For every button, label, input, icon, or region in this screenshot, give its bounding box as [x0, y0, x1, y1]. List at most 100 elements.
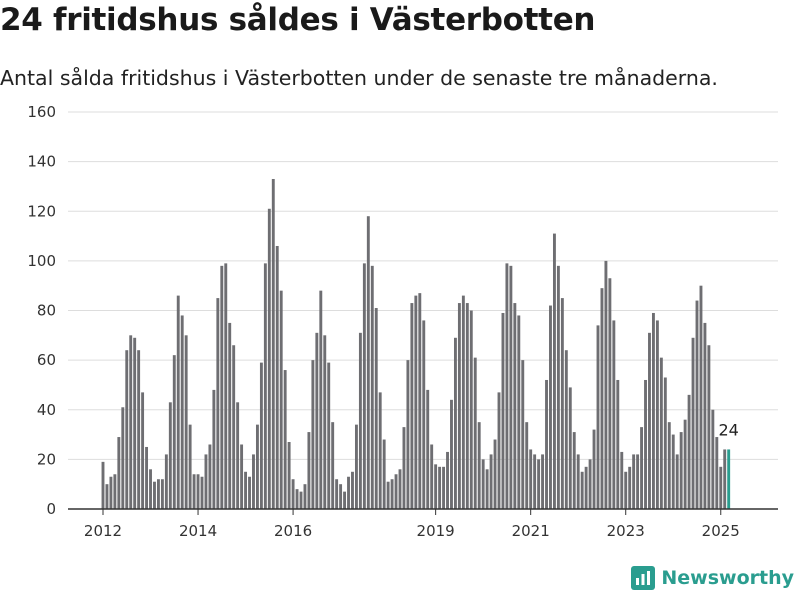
bar: [655, 320, 659, 509]
bar: [109, 476, 113, 509]
y-tick-label: 140: [27, 153, 56, 171]
bar: [129, 335, 133, 509]
bar: [549, 305, 552, 509]
bar: [414, 295, 418, 509]
bar: [224, 263, 228, 509]
bar: [204, 454, 208, 509]
y-tick-label: 80: [37, 302, 56, 320]
bar: [438, 466, 442, 509]
bar: [255, 424, 259, 509]
bar: [208, 444, 212, 509]
bar: [521, 360, 525, 509]
bar: [410, 303, 414, 509]
bar: [715, 437, 719, 509]
bar: [283, 370, 287, 509]
bar: [137, 350, 141, 509]
bar: [382, 439, 386, 509]
bar: [505, 263, 509, 509]
bar: [291, 479, 295, 509]
bar: [517, 315, 521, 509]
bar: [275, 245, 279, 510]
bar: [723, 449, 727, 509]
bar: [624, 471, 628, 509]
bar: [703, 322, 707, 509]
bar: [172, 355, 176, 509]
bar: [236, 402, 240, 509]
bar: [220, 265, 224, 509]
bar: [343, 491, 347, 509]
bar: [663, 377, 667, 509]
bar: [636, 454, 640, 509]
x-tick-label: 2016: [274, 522, 312, 540]
bar: [160, 479, 164, 509]
bar: [406, 360, 410, 509]
bar: [319, 290, 323, 509]
bar: [477, 422, 481, 509]
bar: [141, 392, 145, 509]
bar: [667, 422, 671, 509]
bar: [434, 464, 438, 509]
bar: [362, 263, 366, 509]
y-tick-label: 120: [27, 202, 56, 220]
x-tick-label: 2019: [417, 522, 455, 540]
bar: [620, 451, 624, 509]
y-tick-label: 0: [46, 500, 56, 518]
highlight-value-label: 24: [719, 420, 739, 439]
bar: [640, 427, 644, 509]
bar: [493, 439, 497, 509]
y-tick-label: 20: [37, 450, 56, 468]
bar: [450, 399, 453, 509]
bar: [691, 337, 695, 509]
bar: [200, 476, 204, 509]
y-tick-label: 40: [37, 401, 56, 419]
bar: [422, 320, 426, 509]
bar: [232, 345, 236, 509]
bar: [351, 471, 354, 509]
bar: [612, 320, 616, 509]
bar: [374, 308, 378, 509]
bar: [552, 233, 556, 510]
x-tick-label: 2021: [512, 522, 550, 540]
x-tick-label: 2014: [179, 522, 217, 540]
bar: [394, 474, 398, 509]
bar: [370, 265, 374, 509]
bar: [267, 208, 271, 510]
bar: [457, 303, 461, 509]
bar: [145, 446, 149, 509]
bar: [588, 459, 592, 509]
bar: [465, 303, 469, 509]
bar: [168, 402, 172, 509]
bar: [327, 362, 331, 509]
bar-chart: 0 20 40 60 80 100 120 140 160 2012 2014 2016 2019 202…: [27, 103, 778, 540]
bar: [564, 350, 568, 509]
bar: [648, 332, 651, 509]
bar: [679, 432, 683, 509]
bar: [315, 332, 319, 509]
bar: [347, 476, 350, 509]
bar: [323, 335, 327, 509]
bar: [560, 298, 564, 509]
bar: [481, 459, 485, 509]
bar: [426, 389, 430, 509]
bar: [568, 387, 572, 509]
bar: [644, 379, 647, 509]
bar: [307, 432, 311, 509]
bar: [303, 484, 307, 509]
bar: [188, 424, 192, 509]
bar: [461, 295, 465, 509]
bar: [176, 295, 180, 509]
bar: [537, 459, 541, 509]
bar: [402, 427, 406, 509]
bar: [153, 481, 156, 509]
bar: [164, 454, 168, 509]
bar: [592, 429, 596, 509]
bar: [418, 293, 422, 509]
y-tick-label: 100: [27, 252, 56, 270]
bar: [683, 419, 687, 509]
bar: [354, 424, 358, 509]
bar: [509, 265, 513, 509]
bar: [398, 469, 402, 509]
y-tick-label: 60: [37, 351, 56, 369]
bar: [101, 461, 105, 509]
bar: [263, 263, 267, 509]
